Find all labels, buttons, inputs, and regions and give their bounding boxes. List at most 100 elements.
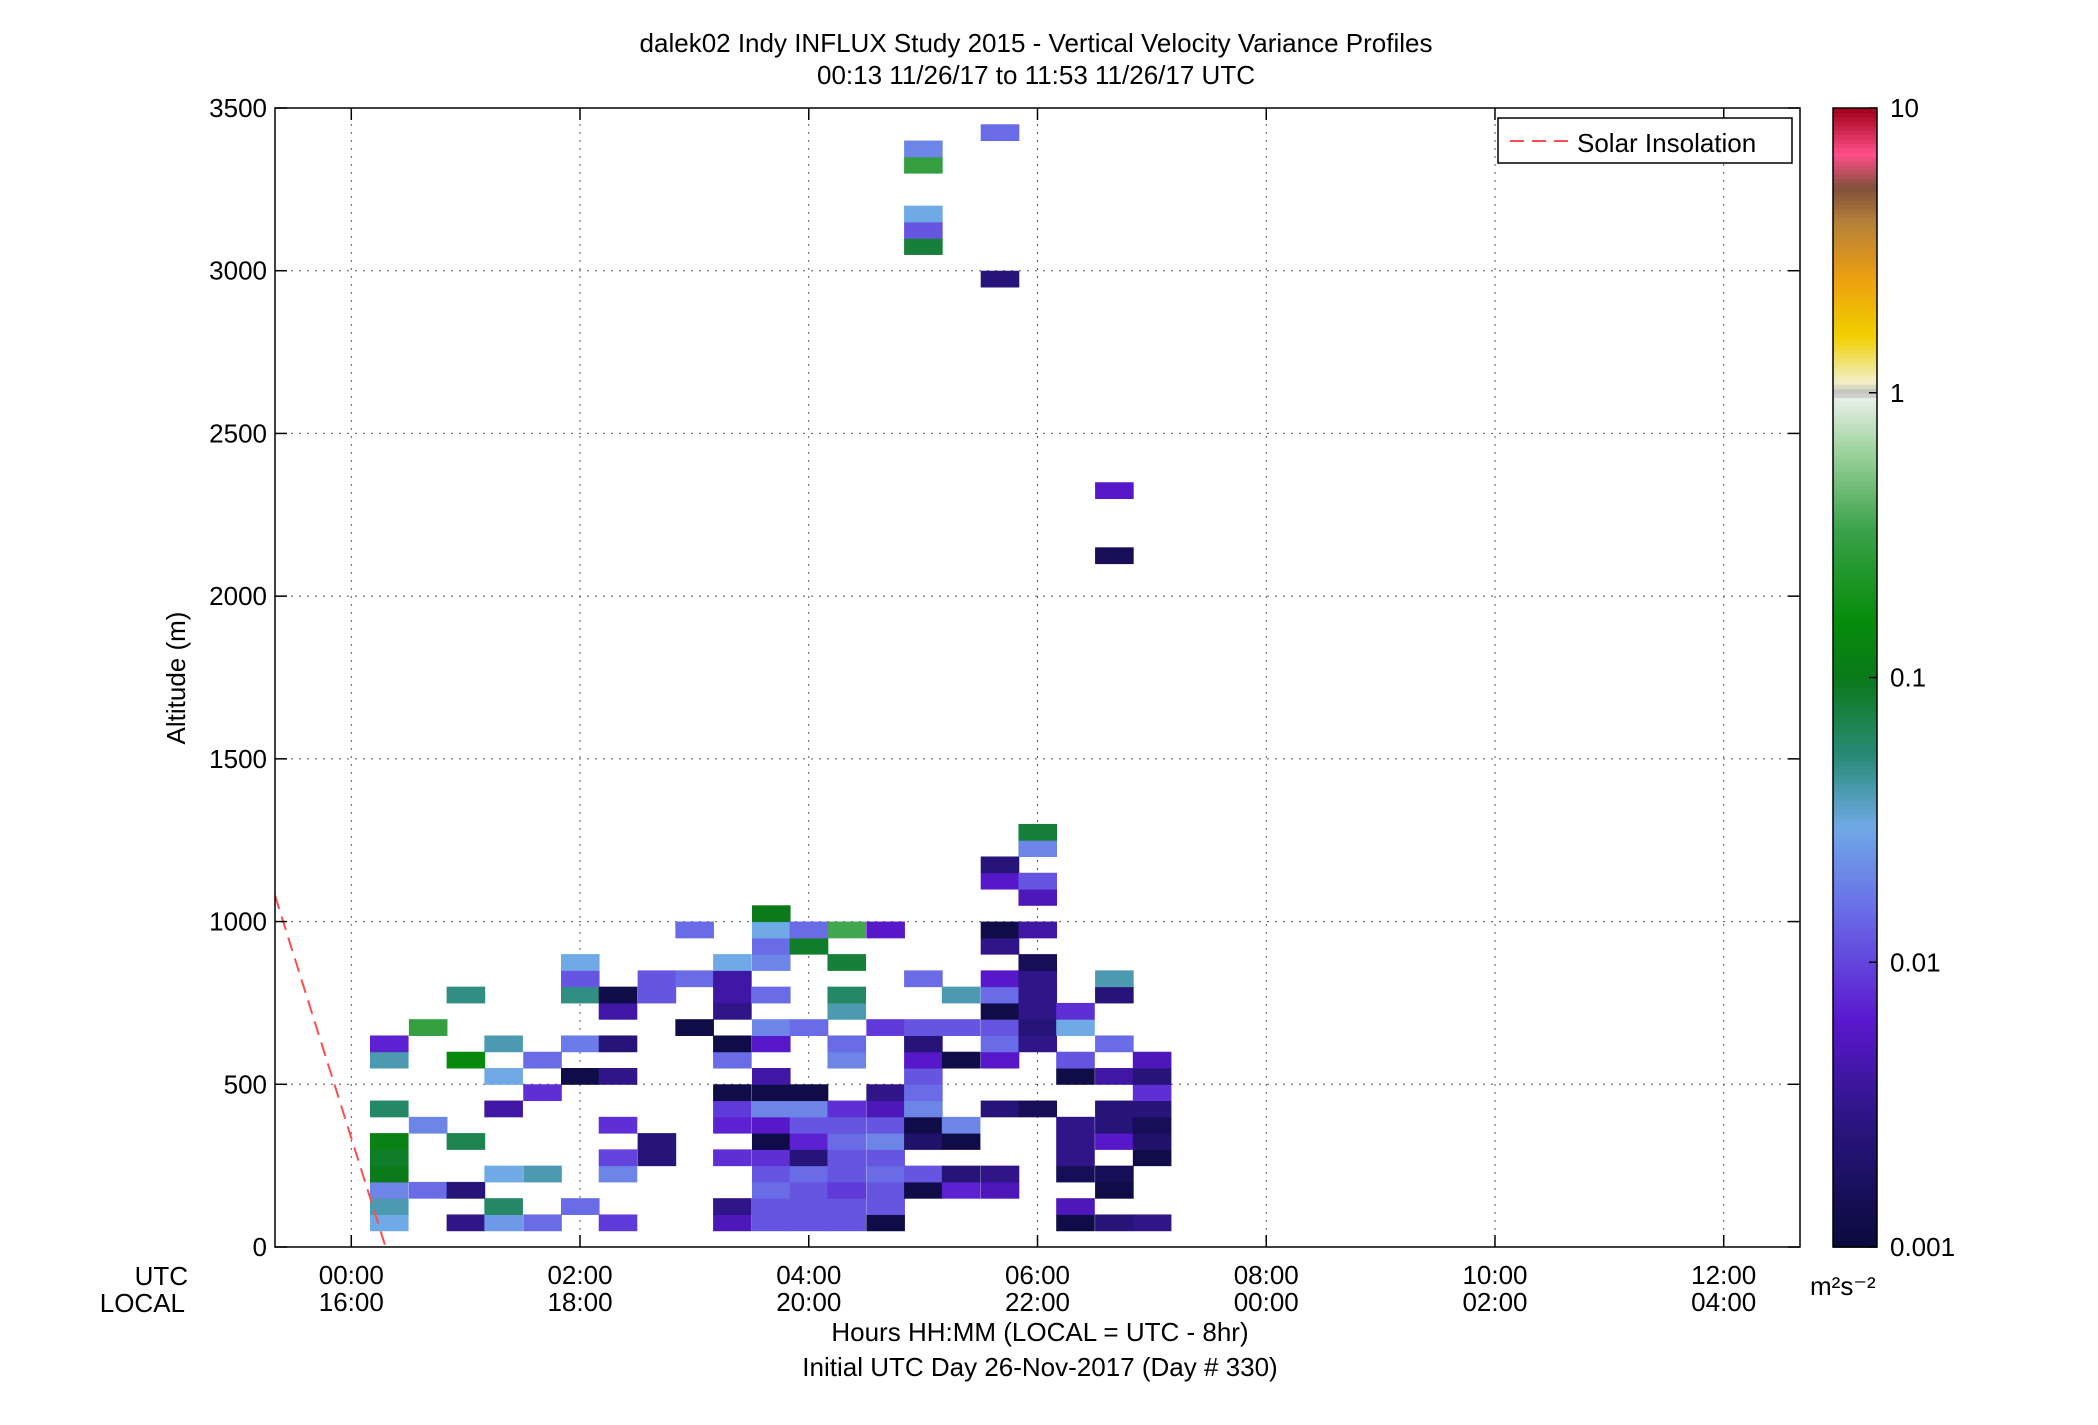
heatmap-cell: [941, 1019, 981, 1036]
colorbar-band: [1833, 1141, 1877, 1148]
heatmap-cell: [598, 1149, 638, 1167]
colorbar-band: [1833, 751, 1877, 758]
heatmap-cell: [904, 238, 943, 255]
colorbar-band: [1833, 1089, 1877, 1095]
colorbar-band: [1833, 1220, 1877, 1226]
heatmap-cell: [789, 1165, 829, 1183]
colorbar-band: [1833, 436, 1877, 442]
colorbar-band: [1833, 712, 1877, 718]
x-tick-label-utc: 12:00: [1691, 1260, 1756, 1290]
heatmap-cell: [827, 1149, 867, 1167]
heatmap-cell: [560, 970, 600, 988]
heatmap-cell: [713, 1116, 752, 1134]
colorbar-band: [1833, 826, 1877, 832]
x-tick-label-local: 00:00: [1234, 1287, 1299, 1317]
heatmap-cell: [789, 1019, 829, 1036]
heatmap-cell: [827, 1116, 867, 1134]
colorbar-band: [1833, 743, 1877, 749]
colorbar-band: [1833, 528, 1877, 534]
heatmap-cell: [980, 1100, 1020, 1118]
colorbar-band: [1833, 607, 1877, 613]
colorbar-band: [1833, 519, 1877, 525]
heatmap-cell: [369, 1149, 409, 1167]
heatmap-cell: [827, 1214, 867, 1232]
heatmap-cell: [560, 1035, 600, 1053]
heatmap-cell: [980, 270, 1020, 288]
colorbar-band: [1833, 594, 1877, 600]
colorbar-band: [1833, 524, 1877, 530]
heatmap-cell: [446, 1214, 486, 1232]
heatmap-cell: [827, 1198, 867, 1215]
heatmap-cell: [1018, 1019, 1058, 1036]
colorbar-band: [1833, 204, 1877, 210]
heatmap-cell: [751, 954, 791, 971]
colorbar-band: [1833, 778, 1877, 784]
colorbar-band: [1833, 121, 1877, 127]
colorbar-band: [1833, 1163, 1877, 1169]
heatmap-cell: [1056, 1051, 1095, 1069]
y-tick-label: 3000: [209, 256, 267, 286]
colorbar-band: [1833, 252, 1877, 258]
heatmap-cell: [751, 1019, 791, 1036]
x-tick-label-utc: 08:00: [1234, 1260, 1299, 1290]
colorbar-band: [1833, 865, 1877, 872]
colorbar-band: [1833, 922, 1877, 929]
heatmap-cell: [1018, 986, 1058, 1004]
heatmap-cell: [980, 872, 1020, 890]
heatmap-cell: [369, 1181, 409, 1199]
colorbar-band: [1833, 931, 1877, 937]
colorbar-band: [1833, 1233, 1877, 1240]
colorbar-band: [1833, 546, 1877, 552]
colorbar-band: [1833, 274, 1877, 280]
heatmap-cell: [1095, 1165, 1134, 1183]
heatmap-cell: [1056, 1068, 1095, 1085]
colorbar-band: [1833, 265, 1877, 271]
heatmap-cell: [1132, 1084, 1172, 1102]
colorbar-band: [1833, 116, 1877, 122]
colorbar-band: [1833, 1098, 1877, 1104]
colorbar-band: [1833, 125, 1877, 131]
heatmap-cell: [751, 921, 791, 939]
colorbar-band: [1833, 1027, 1877, 1034]
colorbar-band: [1833, 738, 1877, 745]
colorbar-band: [1833, 966, 1877, 972]
colorbar-band: [1833, 199, 1877, 206]
colorbar-band: [1833, 449, 1877, 455]
colorbar-tick-label: 1: [1890, 378, 1904, 408]
heatmap-cell: [1056, 1019, 1095, 1036]
colorbar-band: [1833, 1084, 1877, 1091]
colorbar-band: [1833, 1076, 1877, 1082]
colorbar-band: [1833, 160, 1877, 166]
colorbar-band: [1833, 164, 1877, 171]
colorbar-band: [1833, 195, 1877, 201]
heatmap-cell: [369, 1100, 409, 1118]
heatmap-cell: [904, 140, 943, 158]
colorbar-band: [1833, 467, 1877, 473]
heatmap-cell: [560, 1198, 600, 1215]
y-tick-label: 2000: [209, 581, 267, 611]
colorbar-band: [1833, 1137, 1877, 1143]
heatmap-cell: [408, 1181, 448, 1199]
heatmap-cell: [751, 1181, 791, 1199]
y-axis-label: Altitude (m): [161, 612, 191, 745]
colorbar-band: [1833, 138, 1877, 144]
heatmap-cell: [1018, 1100, 1058, 1118]
heatmap-cell: [1095, 970, 1134, 988]
colorbar-band: [1833, 550, 1877, 556]
colorbar-band: [1833, 830, 1877, 837]
colorbar-band: [1833, 861, 1877, 867]
colorbar-band: [1833, 620, 1877, 626]
heatmap-cell: [904, 1116, 943, 1134]
colorbar-band: [1833, 1216, 1877, 1222]
colorbar-tick-label: 0.001: [1890, 1232, 1955, 1262]
colorbar-band: [1833, 611, 1877, 617]
y-tick-label: 0: [253, 1232, 267, 1262]
colorbar-band: [1833, 896, 1877, 902]
heatmap-cell: [980, 1002, 1020, 1020]
colorbar-band: [1833, 1010, 1877, 1016]
colorbar-band: [1833, 480, 1877, 486]
colorbar-band: [1833, 760, 1877, 766]
colorbar-band: [1833, 1041, 1877, 1047]
colorbar-band: [1833, 1119, 1877, 1126]
